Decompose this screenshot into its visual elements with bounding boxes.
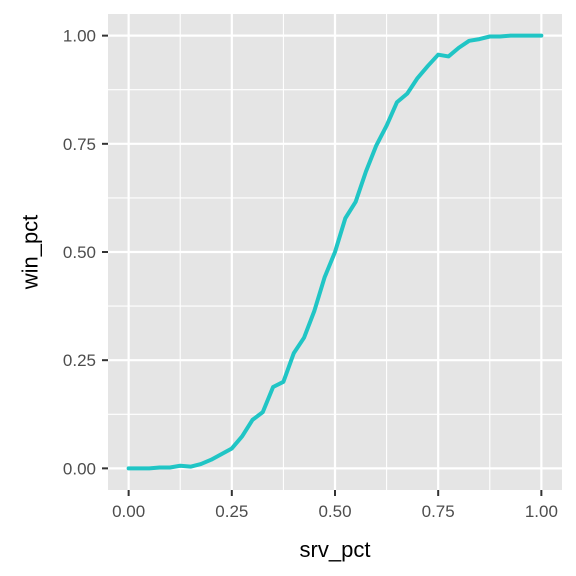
- x-tick-label: 0.00: [112, 502, 145, 521]
- x-tick-label: 1.00: [525, 502, 558, 521]
- x-axis: 0.00 0.25 0.50 0.75 1.00: [112, 490, 558, 521]
- x-tick-label: 0.25: [215, 502, 248, 521]
- y-tick-label: 0.50: [63, 243, 96, 262]
- x-tick-label: 0.50: [318, 502, 351, 521]
- y-tick-label: 0.75: [63, 135, 96, 154]
- y-tick-label: 1.00: [63, 27, 96, 46]
- y-tick-label: 0.25: [63, 351, 96, 370]
- y-tick-label: 0.00: [63, 459, 96, 478]
- x-axis-title: srv_pct: [300, 537, 371, 562]
- series-layer: [126, 33, 544, 471]
- x-tick-label: 0.75: [422, 502, 455, 521]
- series-line: [126, 33, 544, 471]
- y-axis-title: win_pct: [18, 215, 43, 291]
- y-axis: 0.00 0.25 0.50 0.75 1.00: [63, 27, 108, 478]
